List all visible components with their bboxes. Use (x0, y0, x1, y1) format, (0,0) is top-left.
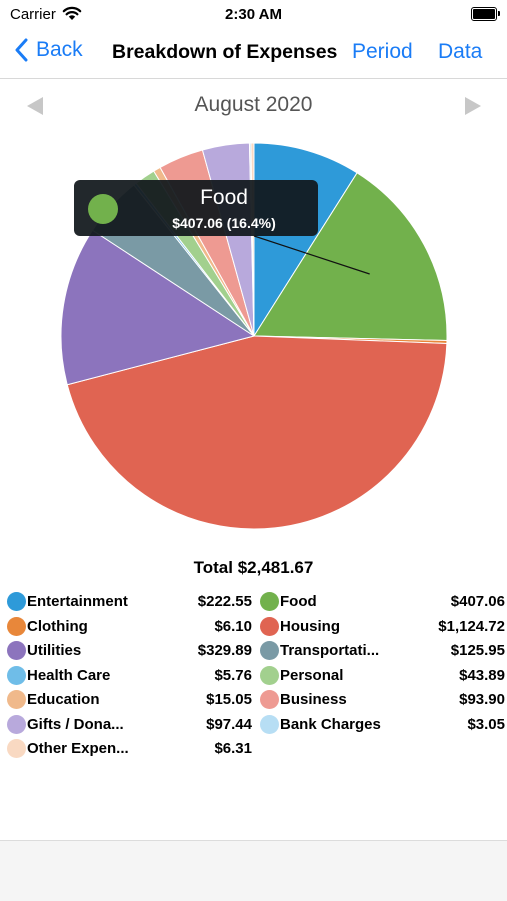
carrier-label: Carrier (10, 6, 56, 23)
legend-amount: $1,124.72 (438, 617, 505, 635)
legend-item: Bank Charges $3.05 (260, 713, 505, 737)
clock: 2:30 AM (225, 6, 282, 23)
legend-category-name: Entertainment (27, 593, 128, 610)
legend-color-swatch (7, 616, 26, 636)
legend-category-name: Gifts / Dona... (27, 715, 124, 733)
legend-item: Health Care $5.76 (7, 664, 252, 688)
legend-category-name: Bank Charges (280, 715, 381, 733)
legend-item: Business $93.90 (260, 688, 505, 712)
back-button[interactable]: Back (14, 38, 83, 62)
legend-category-name: Other Expen... (27, 740, 129, 757)
legend-category-name: Food (280, 593, 317, 610)
legend-category-name: Business (280, 691, 347, 708)
pie-slice-utilities[interactable] (60, 229, 256, 386)
status-bar: Carrier 2:30 AM (0, 0, 507, 28)
legend-color-swatch (7, 665, 26, 685)
legend-category-name: Transportati... (280, 642, 380, 659)
legend-color-swatch (260, 592, 279, 611)
total-label: Total $2,481.67 (193, 558, 314, 577)
legend-amount: $6.31 (214, 740, 252, 757)
back-label: Back (36, 38, 83, 61)
legend-item: Entertainment $222.55 (7, 590, 252, 614)
legend-item: Other Expen... $6.31 (7, 737, 252, 761)
legend-color-swatch (7, 714, 26, 734)
legend-amount: $43.89 (459, 666, 505, 684)
legend-item: Education $15.05 (7, 688, 252, 712)
legend-item: Food $407.06 (260, 590, 505, 614)
legend-amount: $3.05 (467, 715, 505, 733)
next-period-arrow-icon[interactable] (464, 96, 482, 116)
legend-amount: $97.44 (206, 715, 252, 733)
bottom-toolbar (0, 840, 507, 901)
legend-color-swatch (260, 690, 279, 709)
legend-amount: $222.55 (197, 593, 252, 610)
legend-category-name: Clothing (27, 617, 88, 635)
legend-amount: $93.90 (459, 691, 505, 708)
period-button[interactable]: Period (352, 40, 413, 63)
legend-item: Utilities $329.89 (7, 639, 252, 663)
battery-icon (471, 7, 500, 21)
wifi-icon (62, 6, 82, 20)
navigation-bar: Back Breakdown of Expenses Period Data (0, 28, 507, 79)
legend-item: Transportati... $125.95 (260, 639, 505, 663)
legend-color-swatch (260, 616, 279, 636)
legend-item: Clothing $6.10 (7, 615, 252, 639)
tooltip-category: Food (200, 186, 248, 209)
data-button[interactable]: Data (438, 40, 483, 63)
pie-slice-food[interactable] (253, 172, 448, 342)
legend-color-swatch (260, 641, 279, 660)
legend-amount: $6.10 (214, 617, 252, 635)
legend-color-swatch (260, 714, 279, 734)
legend-category-name: Education (27, 691, 100, 708)
legend-color-swatch (7, 641, 26, 660)
tooltip-color-swatch (88, 194, 118, 224)
legend-category-name: Housing (280, 617, 340, 635)
period-label: August 2020 (194, 93, 313, 116)
highlight-line (253, 235, 370, 275)
legend-item: Housing $1,124.72 (260, 615, 505, 639)
legend-color-swatch (7, 690, 26, 709)
legend-amount: $15.05 (206, 691, 252, 708)
legend-amount: $329.89 (197, 642, 252, 659)
legend-category-name: Health Care (27, 666, 111, 684)
legend-color-swatch (7, 592, 26, 611)
tooltip-value: $407.06 (16.4%) (172, 215, 276, 231)
legend-color-swatch (7, 739, 26, 758)
legend-category-name: Utilities (27, 642, 82, 659)
pie-slice-housing[interactable] (66, 335, 448, 530)
legend-item: Personal $43.89 (260, 664, 505, 688)
legend-amount: $125.95 (450, 642, 505, 659)
page-title: Breakdown of Expenses (112, 41, 338, 63)
legend-color-swatch (260, 665, 279, 685)
period-selector: August 2020 (0, 88, 507, 124)
previous-period-arrow-icon[interactable] (26, 96, 44, 116)
legend-amount: $407.06 (450, 593, 505, 610)
chevron-left-icon (15, 38, 28, 62)
legend-amount: $5.76 (214, 666, 252, 684)
slice-tooltip: Food $407.06 (16.4%) (74, 180, 318, 236)
legend-category-name: Personal (280, 666, 344, 684)
legend-item: Gifts / Dona... $97.44 (7, 713, 252, 737)
